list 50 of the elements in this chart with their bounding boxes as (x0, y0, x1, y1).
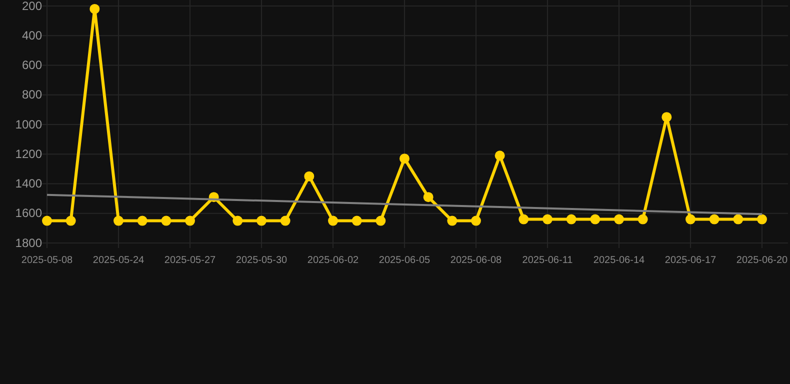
point (638, 214, 648, 224)
point (328, 216, 338, 226)
point (471, 216, 481, 226)
point (662, 112, 672, 122)
point (137, 216, 148, 226)
point (400, 154, 410, 164)
point (232, 216, 243, 226)
y-tick-label: 1400 (15, 176, 42, 191)
y-tick-label: 1000 (15, 117, 42, 132)
point (566, 214, 576, 224)
y-tick-label: 1600 (15, 206, 42, 220)
point (447, 216, 458, 226)
point (709, 214, 720, 224)
point (114, 216, 124, 226)
point (423, 192, 434, 202)
y-tick-label: 600 (22, 58, 42, 72)
point (542, 214, 552, 224)
point (280, 216, 290, 226)
point (376, 216, 386, 226)
x-tick-label: 2025-05-24 (92, 255, 145, 266)
x-tick-label: 2025-05-27 (164, 255, 216, 266)
point (256, 216, 266, 226)
point (686, 214, 696, 224)
point (518, 214, 529, 224)
x-tick-label: 2025-06-08 (450, 255, 502, 266)
point (614, 214, 624, 224)
y-tick-label: 400 (22, 28, 42, 42)
point (590, 214, 600, 224)
y-tick-label: 1200 (15, 146, 42, 161)
point (304, 171, 314, 182)
point (733, 214, 744, 224)
y-tick-label: 800 (22, 88, 42, 102)
x-tick-label: 2025-06-11 (522, 255, 574, 266)
point (494, 150, 505, 161)
x-tick-label: 2025-06-14 (593, 255, 646, 266)
x-tick-label: 2025-06-05 (378, 255, 431, 266)
x-tick-label: 2025-06-02 (307, 255, 360, 266)
point (757, 214, 767, 224)
y-tick-label: 1800 (15, 236, 42, 250)
x-tick-label: 2025-05-08 (21, 255, 74, 266)
point (66, 216, 76, 226)
point (352, 216, 362, 226)
y-tick-label: 200 (22, 0, 42, 13)
point (90, 4, 100, 14)
x-tick-label: 2025-06-17 (664, 255, 717, 266)
point (185, 216, 195, 226)
point (42, 216, 52, 226)
point (161, 216, 172, 226)
x-tick-label: 2025-06-20 (736, 255, 788, 266)
x-tick-label: 2025-05-30 (236, 255, 288, 266)
